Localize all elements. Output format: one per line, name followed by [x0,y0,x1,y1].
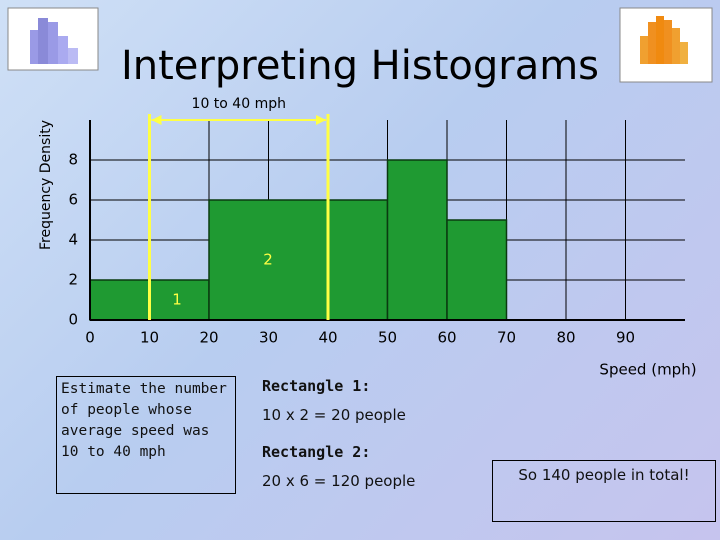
bar [386,159,448,321]
rectangle-label: 1 [172,291,182,309]
y-tick-label: 0 [68,311,78,329]
bar [446,219,508,321]
working-heading: Rectangle 1: [262,377,371,395]
x-tick-label: 30 [259,329,278,347]
x-tick-label: 70 [497,329,516,347]
highlight-label: 10 to 40 mph [192,96,286,112]
x-tick-label: 60 [437,329,456,347]
x-tick-label: 40 [318,329,337,347]
y-tick-label: 2 [68,271,78,289]
x-tick-label: 50 [378,329,397,347]
conclusion-box: So 140 people in total! [492,460,716,522]
y-tick-label: 6 [68,191,78,209]
working-2: Rectangle 2: 20 x 6 = 120 people [262,442,482,492]
bar [208,199,389,321]
working-heading: Rectangle 2: [262,443,371,461]
rectangle-label: 2 [263,251,273,269]
x-axis-label: Speed (mph) [599,361,696,379]
working-line: 20 x 6 = 120 people [262,472,416,490]
thumbnail-right [619,7,713,83]
question-box: Estimate the number of people whose aver… [56,376,236,494]
x-tick-label: 20 [199,329,218,347]
x-tick-label: 0 [85,329,95,347]
chart-title: Interpreting Histograms [121,43,599,89]
x-tick-label: 90 [616,329,635,347]
y-tick-label: 8 [68,151,78,169]
thumbnail-left [7,7,99,71]
y-axis-label: Frequency Density [38,120,54,250]
y-tick-label: 4 [68,231,78,249]
x-tick-label: 10 [140,329,159,347]
working-line: 10 x 2 = 20 people [262,406,406,424]
x-tick-label: 80 [556,329,575,347]
working-1: Rectangle 1: 10 x 2 = 20 people [262,376,482,426]
